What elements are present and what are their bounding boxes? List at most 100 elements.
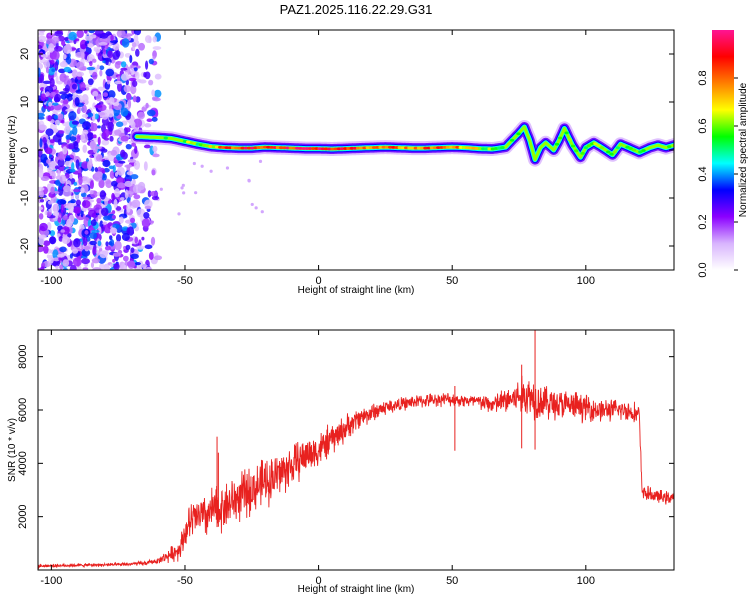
spectrogram-noise-blob xyxy=(118,160,126,164)
snr-x-tick-label: -100 xyxy=(40,575,62,587)
spectrogram-noise-blob xyxy=(78,176,83,186)
spectrogram-y-axis-label: Frequency (Hz) xyxy=(7,116,18,185)
spectrogram-noise-blob xyxy=(110,34,114,42)
spectrogram-noise-blob xyxy=(53,96,61,103)
spectrogram-noise-blob xyxy=(82,237,88,247)
spectrogram-noise-blob xyxy=(62,146,68,155)
spectrogram-noise-blob xyxy=(89,231,98,240)
spectrogram-noise-blob xyxy=(63,37,69,42)
spectrogram-noise-blob xyxy=(100,148,108,153)
spectrogram-noise-blob xyxy=(120,107,129,117)
spectrogram-noise-blob xyxy=(38,44,43,50)
spectrogram-ridge-core xyxy=(442,145,447,149)
spectrogram-noise-blob xyxy=(75,71,85,77)
spectrogram-noise-blob xyxy=(83,30,88,34)
spectrogram-noise-blob xyxy=(87,43,94,49)
spectrogram-noise-blob xyxy=(114,61,121,69)
spectrogram-noise-blob xyxy=(120,135,129,142)
spectrogram-noise-blob xyxy=(81,66,87,71)
spectrogram-y-ticks: -20 -10 0 10 20 xyxy=(19,48,674,254)
spectrogram-noise-blob xyxy=(111,210,116,215)
spectrogram-noise-blob xyxy=(192,161,196,166)
spectrogram-noise-blob xyxy=(133,194,141,200)
spectrogram-noise-blob xyxy=(39,137,43,148)
spectrogram-noise-blob xyxy=(115,206,122,211)
spectrogram-noise-blob xyxy=(43,245,49,254)
spectrogram-noise-blob xyxy=(99,32,109,39)
spectrogram-x-tick-label: 0 xyxy=(316,275,322,287)
spectrogram-noise-blob xyxy=(99,69,103,77)
spectrogram-noise-blob xyxy=(81,207,86,212)
spectrogram-noise-blob xyxy=(80,187,85,194)
spectrogram-noise-blob xyxy=(112,252,121,257)
spectrogram-noise-blob xyxy=(73,238,81,248)
spectrogram-noise-blob xyxy=(123,85,131,93)
spectrogram-noise-blob xyxy=(118,216,124,224)
spectrogram-noise-blob xyxy=(154,73,162,80)
spectrogram-noise-blob xyxy=(180,186,184,190)
spectrogram-noise-blob xyxy=(95,154,103,162)
colorbar: 0.0 0.2 0.4 0.6 0.8 Normalized spectral ampl… xyxy=(697,30,749,278)
spectrogram-noise-blob xyxy=(38,235,45,246)
spectrogram-noise-blob xyxy=(260,210,264,214)
spectrogram-ridge-core xyxy=(250,146,255,150)
colorbar-tick-label: 0.4 xyxy=(697,166,709,181)
spectrogram-noise-blob xyxy=(57,217,62,223)
snr-frame xyxy=(37,329,675,571)
spectrogram-noise-blob xyxy=(52,203,60,213)
spectrogram-ridge-core xyxy=(185,140,191,144)
spectrogram-noise-blob xyxy=(134,236,139,244)
spectrogram-noise-blob xyxy=(47,200,54,205)
spectrogram-noise-blob xyxy=(209,169,213,173)
spectrogram-noise-blob xyxy=(122,255,129,262)
spectrogram-noise-blob xyxy=(131,41,137,48)
spectrogram-noise-blob xyxy=(93,47,97,52)
snr-y-axis-label: SNR (10 * v/v) xyxy=(7,418,18,482)
spectrogram-noise-blob xyxy=(57,169,61,177)
spectrogram-ridge-core xyxy=(211,145,217,149)
spectrogram-noise-blob xyxy=(52,50,60,61)
spectrogram-noise-blob xyxy=(97,136,101,146)
spectrogram-noise-blob xyxy=(49,77,55,88)
spectrogram-noise-blob xyxy=(89,240,97,246)
spectrogram-noise-blob xyxy=(56,80,63,85)
spectrogram-noise-blob xyxy=(60,229,65,233)
spectrogram-noise-blob xyxy=(81,176,90,184)
spectrogram-noise-blob xyxy=(121,73,129,81)
spectrogram-ridge-core xyxy=(304,147,310,150)
spectrogram-noise-blob xyxy=(75,51,85,58)
spectrogram-noise-blob xyxy=(38,124,47,131)
spectrogram-noise-blob xyxy=(114,171,119,177)
spectrogram-noise-blob xyxy=(225,166,230,170)
spectrogram-ridge-core xyxy=(214,145,220,149)
spectrogram-noise-blob xyxy=(146,118,153,123)
spectrogram-noise-blob xyxy=(112,258,116,263)
spectrogram-noise-blob xyxy=(84,230,89,235)
spectrogram-noise-blob xyxy=(73,141,79,151)
spectrogram-ridge-core xyxy=(625,145,630,149)
spectrogram-ridge-core xyxy=(266,145,271,149)
spectrogram-noise-blob xyxy=(49,236,56,244)
spectrogram-ridge-core xyxy=(298,146,303,150)
spectrogram-ridge-core xyxy=(237,146,242,150)
spectrogram-ridge-core xyxy=(384,145,390,149)
spectrogram-ridge-core xyxy=(246,146,252,150)
spectrogram-ridge-core xyxy=(278,146,284,150)
spectrogram-noise-blob xyxy=(80,133,85,142)
spectrogram-noise-blob xyxy=(38,186,45,192)
spectrogram-noise-blob xyxy=(81,258,90,265)
spectrogram-ridge xyxy=(129,120,674,167)
spectrogram-noise-blob xyxy=(81,113,89,118)
spectrogram-ridge-core xyxy=(355,146,361,150)
spectrogram-noise-blob xyxy=(247,178,251,182)
spectrogram-ridge-core xyxy=(618,143,624,146)
spectrogram-ridge-core xyxy=(288,146,293,150)
spectrogram-noise-blob xyxy=(68,31,77,41)
spectrogram-noise-blob xyxy=(126,93,132,101)
spectrogram-noise-blob xyxy=(45,91,50,97)
spectrogram-noise-blob xyxy=(69,173,73,180)
spectrogram-noise-blob xyxy=(40,175,50,182)
spectrogram-noise-blob xyxy=(47,115,52,122)
spectrogram-noise-blob xyxy=(117,82,123,92)
spectrogram-noise-blob xyxy=(133,30,142,36)
